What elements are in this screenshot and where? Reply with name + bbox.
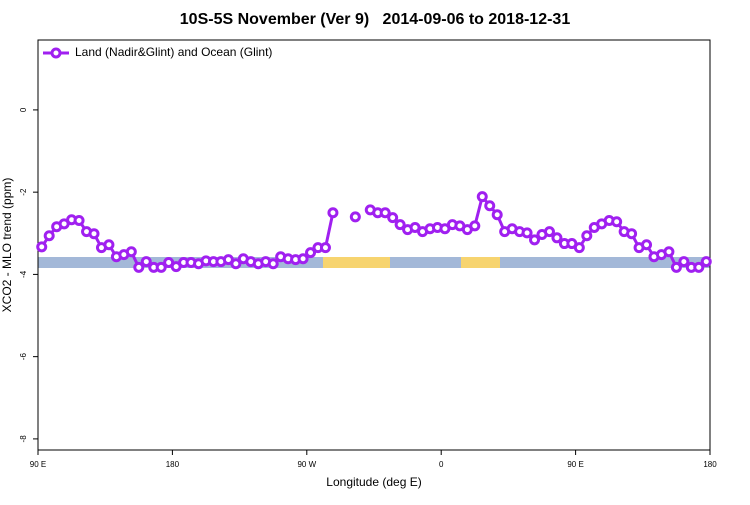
- data-point: [133, 261, 145, 273]
- legend: Land (Nadir&Glint) and Ocean (Glint): [43, 45, 272, 59]
- data-point: [476, 191, 488, 203]
- data-point: [543, 226, 555, 238]
- x-tick-label: 180: [166, 460, 180, 469]
- data-point: [551, 232, 563, 244]
- data-point: [387, 212, 399, 224]
- y-tick-label: -6: [19, 353, 28, 361]
- data-point: [73, 215, 85, 227]
- legend-marker: [50, 47, 62, 59]
- data-point: [663, 246, 675, 258]
- y-tick-label: 0: [19, 107, 28, 112]
- data-point: [43, 230, 55, 242]
- data-point: [297, 253, 309, 265]
- data-point: [36, 241, 48, 253]
- y-tick-label: -2: [19, 188, 28, 196]
- data-point: [641, 239, 653, 251]
- plot-frame: [37, 39, 711, 451]
- x-tick-label: 90 E: [30, 460, 46, 469]
- data-point: [700, 256, 712, 268]
- x-tick-label: 90 W: [297, 460, 316, 469]
- chart-title: 10S-5S November (Ver 9) 2014-09-06 to 20…: [180, 11, 571, 28]
- data-point: [521, 227, 533, 239]
- data-point: [693, 261, 705, 273]
- data-point: [581, 230, 593, 242]
- legend-label: Land (Nadir&Glint) and Ocean (Glint): [75, 45, 272, 59]
- data-point: [125, 246, 137, 258]
- map-strip: [38, 257, 710, 268]
- data-point: [394, 219, 406, 231]
- land-band: [323, 257, 390, 268]
- data-point: [319, 242, 331, 254]
- data-point: [88, 228, 100, 240]
- data-point: [529, 234, 541, 246]
- data-point: [267, 258, 279, 270]
- data-point: [230, 258, 242, 270]
- x-axis-label: Longitude (deg E): [326, 475, 421, 489]
- data-point: [491, 209, 503, 221]
- x-tick-label: 90 E: [567, 460, 583, 469]
- x-tick-label: 0: [439, 460, 444, 469]
- data-point: [484, 200, 496, 212]
- data-point: [327, 207, 339, 219]
- y-tick-label: -4: [19, 270, 28, 278]
- x-tick-label: 180: [703, 460, 717, 469]
- data-point: [670, 261, 682, 273]
- land-band: [461, 257, 500, 268]
- data-point: [155, 261, 167, 273]
- data-point: [573, 242, 585, 254]
- data-point: [140, 256, 152, 268]
- data-point: [305, 247, 317, 259]
- data-point: [349, 211, 361, 223]
- y-tick-label: -8: [19, 435, 28, 443]
- y-axis-label: XCO2 - MLO trend (ppm): [0, 178, 14, 313]
- data-point: [103, 239, 115, 251]
- data-point: [379, 207, 391, 219]
- data-point: [678, 256, 690, 268]
- data-point: [611, 216, 623, 228]
- data-point: [469, 220, 481, 232]
- data-point: [626, 228, 638, 240]
